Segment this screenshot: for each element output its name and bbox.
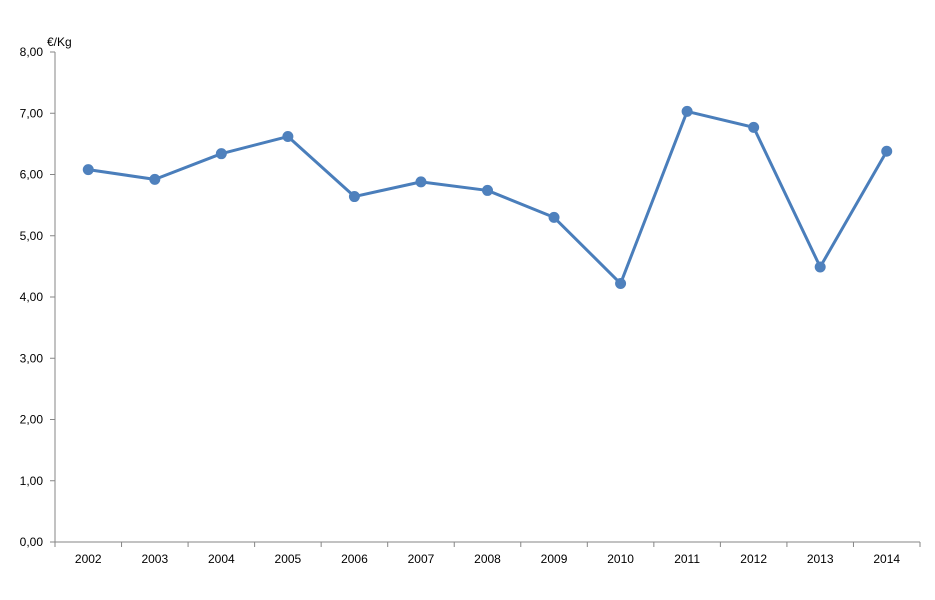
data-point [681,105,693,117]
y-tick-label: 5,00 [20,229,44,243]
data-point [615,278,627,290]
data-point [482,184,493,196]
data-point [881,145,893,157]
x-tick-label: 2004 [208,552,235,566]
series-line [88,109,889,286]
x-tick-label: 2013 [807,552,834,566]
data-point [149,173,161,185]
y-axis: 0,00 1,00 2,00 3,00 4,00 5,00 6,00 7,00 8,00 [20,45,56,549]
x-tick-label: 2014 [873,552,900,566]
x-tick-label: 2009 [541,552,568,566]
data-point [415,176,427,188]
x-tick-label: 2007 [408,552,435,566]
data-point [548,211,560,223]
y-tick-label: 0,00 [20,535,44,549]
y-tick-label: 8,00 [20,45,44,59]
y-tick-label: 1,00 [20,474,44,488]
series-layer [82,105,893,290]
x-tick-label: 2005 [275,552,302,566]
data-point [82,164,94,176]
y-tick-label: 4,00 [20,290,44,304]
x-tick-label: 2011 [674,552,700,566]
y-tick-label: 6,00 [20,168,44,182]
x-tick-label: 2003 [141,552,168,566]
x-tick-label: 2010 [607,552,634,566]
x-axis: 2002 2003 2004 2005 2006 2007 2008 2009 2010 2011… [54,541,921,566]
y-tick-label: 7,00 [20,106,44,120]
x-tick-label: 2008 [474,552,501,566]
data-point [814,261,826,273]
data-point [748,121,760,133]
y-axis-unit-label: €/Kg [47,35,72,49]
x-tick-label: 2002 [75,552,102,566]
x-tick-label: 2006 [341,552,368,566]
data-point [348,191,360,203]
data-point [215,148,227,160]
x-tick-label: 2012 [740,552,767,566]
y-tick-label: 2,00 [20,413,44,427]
y-tick-label: 3,00 [20,351,44,365]
data-point [282,131,294,143]
